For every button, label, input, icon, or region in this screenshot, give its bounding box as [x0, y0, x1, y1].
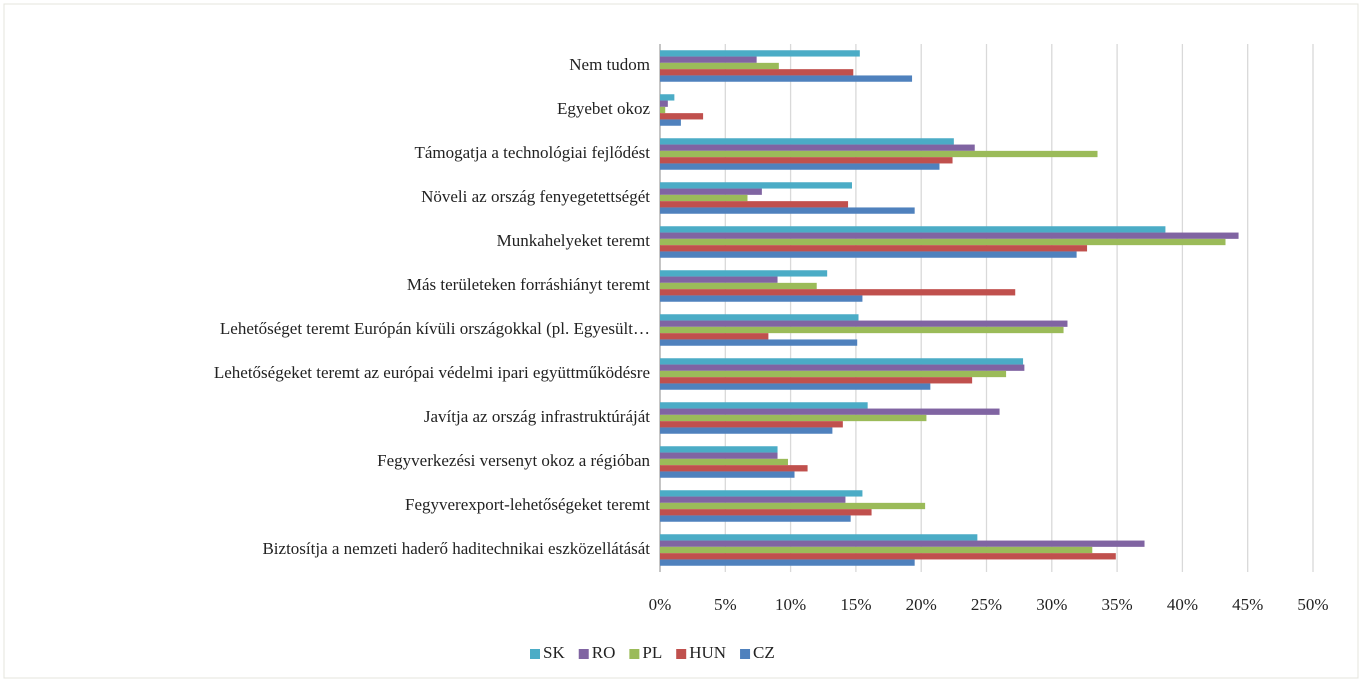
bar	[660, 188, 762, 195]
bar	[660, 295, 863, 302]
bar	[660, 163, 940, 170]
bar	[660, 465, 808, 472]
x-tick-label: 10%	[775, 595, 806, 614]
y-tick-label: Javítja az ország infrastruktúráját	[424, 407, 650, 426]
y-tick-label: Fegyverexport-lehetőségeket teremt	[405, 495, 650, 514]
bar	[660, 207, 915, 214]
bar	[660, 75, 913, 82]
bar	[660, 358, 1024, 365]
bar	[660, 69, 854, 76]
legend-swatch	[740, 649, 751, 659]
x-tick-label: 5%	[714, 595, 737, 614]
legend-label: SK	[543, 643, 565, 662]
x-tick-label: 25%	[971, 595, 1002, 614]
bar	[660, 446, 778, 453]
x-tick-label: 30%	[1036, 595, 1067, 614]
bar	[660, 402, 868, 409]
bar	[660, 238, 1226, 246]
y-tick-label: Növeli az ország fenyegetettségét	[421, 187, 650, 206]
x-tick-label: 20%	[906, 595, 937, 614]
bar	[660, 509, 872, 516]
bar	[660, 182, 852, 189]
bar	[660, 232, 1239, 239]
y-tick-label: Munkahelyeket teremt	[497, 231, 651, 250]
y-tick-label: Nem tudom	[569, 55, 650, 74]
bar	[660, 100, 668, 107]
bar	[660, 138, 954, 145]
bar	[660, 339, 858, 346]
bar	[660, 320, 1068, 327]
legend-label: PL	[642, 643, 662, 662]
bar	[660, 502, 926, 510]
y-tick-label: Lehetőséget teremt Európán kívüli ország…	[220, 319, 650, 338]
bar	[660, 251, 1077, 258]
bar	[660, 377, 973, 384]
x-tick-label: 35%	[1102, 595, 1133, 614]
x-tick-label: 40%	[1167, 595, 1198, 614]
x-tick-label: 45%	[1232, 595, 1263, 614]
bar	[660, 289, 1016, 296]
bar	[660, 201, 849, 208]
x-tick-label: 50%	[1297, 595, 1328, 614]
bar	[660, 157, 953, 164]
y-tick-label: Lehetőségeket teremt az európai védelmi …	[214, 363, 650, 382]
bar	[660, 546, 1093, 554]
bar	[660, 370, 1007, 378]
legend-swatch	[530, 649, 540, 659]
bar	[660, 471, 795, 478]
bar	[660, 62, 779, 70]
bar	[660, 559, 915, 566]
bar	[660, 276, 778, 283]
bar	[660, 50, 860, 57]
y-tick-label: Más területeken forráshiányt teremt	[407, 275, 650, 294]
bar	[660, 282, 817, 290]
legend-label: HUN	[689, 643, 726, 662]
bar	[660, 414, 927, 422]
bar	[660, 270, 828, 277]
bar	[660, 427, 833, 434]
bar	[660, 553, 1116, 560]
y-tick-label: Egyebet okoz	[557, 99, 650, 118]
bar	[660, 452, 778, 459]
legend-swatch	[578, 649, 589, 659]
bar	[660, 333, 769, 340]
bar	[660, 150, 1098, 158]
bar	[660, 194, 748, 202]
x-tick-label: 15%	[840, 595, 871, 614]
bar	[660, 94, 675, 101]
bar	[660, 245, 1088, 252]
legend-label: CZ	[753, 643, 775, 662]
y-tick-label: Biztosítja a nemzeti haderő haditechnika…	[262, 539, 650, 558]
bar	[660, 490, 863, 497]
bar	[660, 314, 859, 321]
legend-swatch	[629, 649, 640, 659]
bar	[660, 421, 843, 428]
bar	[660, 364, 1025, 371]
bar	[660, 540, 1145, 547]
bar	[660, 113, 704, 120]
y-tick-label: Fegyverkezési versenyt okoz a régióban	[377, 451, 650, 470]
bar	[660, 515, 851, 522]
legend-swatch	[676, 649, 687, 659]
bar	[660, 534, 978, 541]
bar	[660, 106, 666, 114]
bar	[660, 226, 1166, 233]
y-tick-label: Támogatja a technológiai fejlődést	[414, 143, 650, 162]
x-tick-label: 0%	[649, 595, 672, 614]
bar	[660, 408, 1000, 415]
legend-label: RO	[592, 643, 616, 662]
bar	[660, 119, 681, 126]
bar	[660, 56, 757, 63]
bar	[660, 383, 931, 390]
bar	[660, 144, 975, 151]
bar	[660, 326, 1064, 334]
bar	[660, 496, 846, 503]
bar	[660, 458, 788, 466]
